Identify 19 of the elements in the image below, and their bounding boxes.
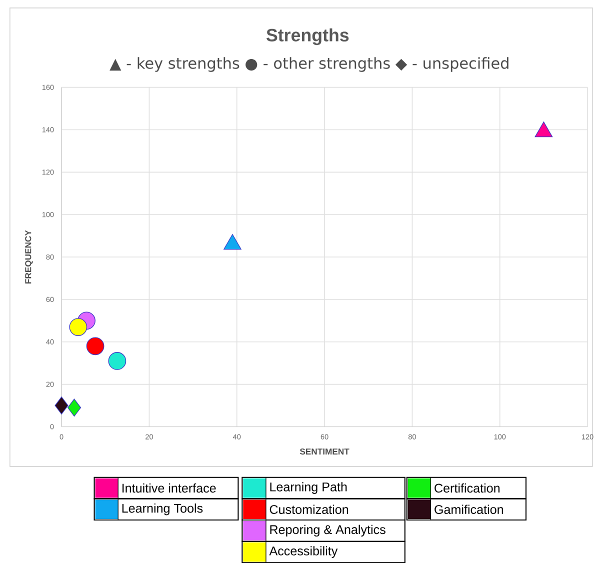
point bbox=[534, 122, 553, 138]
legend-label: Intuitive interface bbox=[122, 483, 216, 493]
point bbox=[86, 337, 104, 355]
legend-label: Gamification bbox=[434, 504, 504, 514]
legend-label: Accessibility bbox=[269, 546, 338, 558]
legend-label: Reporing & Analytics bbox=[270, 524, 386, 536]
y-axis-title: FREQUENCY bbox=[25, 230, 33, 284]
point bbox=[67, 398, 82, 416]
x-axis-title: SENTIMENT bbox=[300, 448, 350, 454]
legend-label: Certification bbox=[434, 483, 500, 493]
point bbox=[224, 234, 242, 250]
legend-label: Learning Tools bbox=[122, 503, 203, 516]
point bbox=[69, 318, 88, 336]
legend-label: Customization bbox=[270, 504, 348, 514]
legend-label: Learning Path bbox=[270, 482, 347, 494]
chart-subtitle: ▲ - key strengths ● - other strengths ◆ - unspecified bbox=[110, 57, 508, 72]
point bbox=[54, 396, 68, 414]
point bbox=[108, 352, 126, 370]
chart-title: Strengths bbox=[266, 28, 349, 45]
